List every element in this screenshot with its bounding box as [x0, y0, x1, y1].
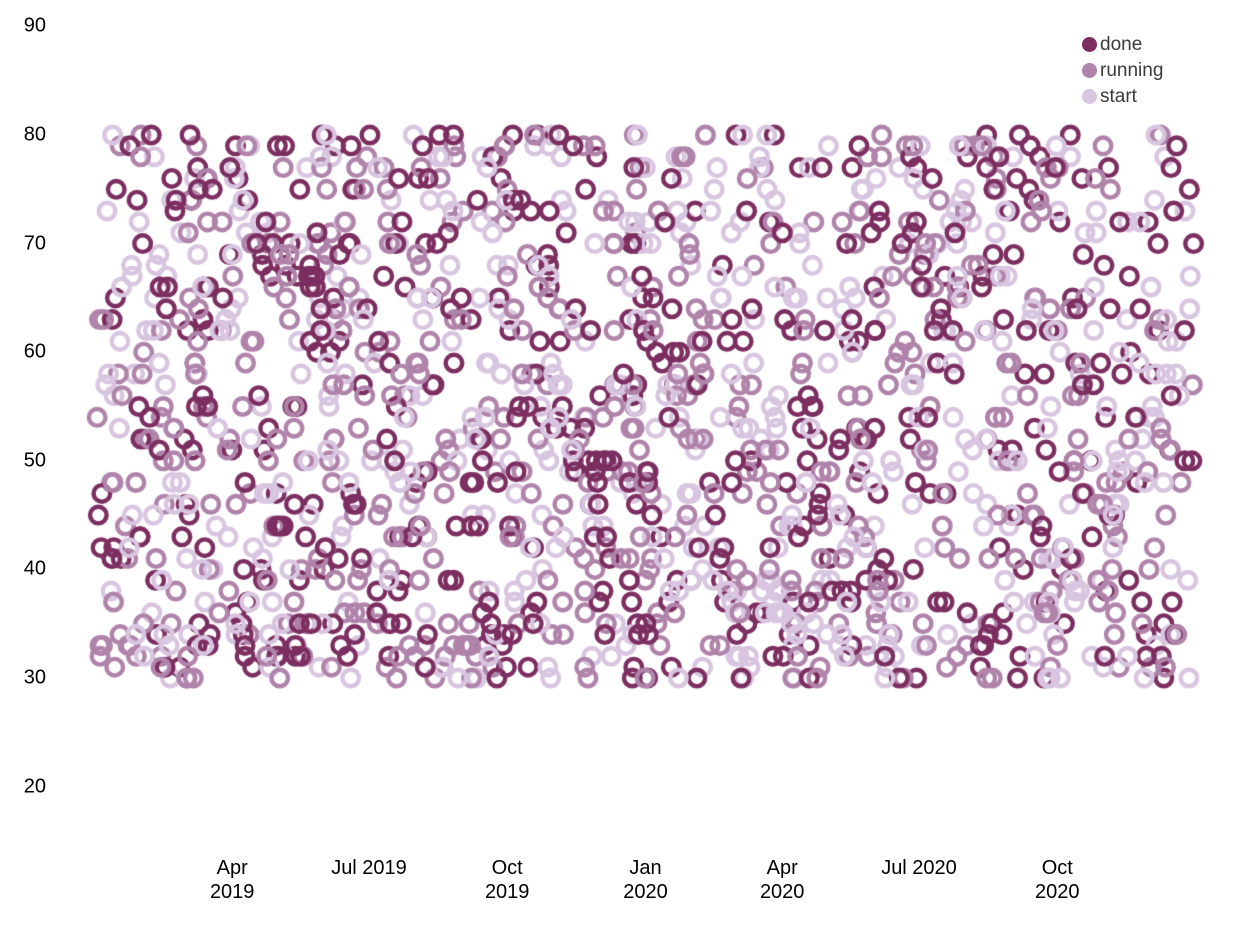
- y-tick-label: 90: [23, 14, 46, 37]
- legend-swatch-running-icon: [1082, 63, 1097, 78]
- x-tick-label: Apr 2020: [759, 857, 805, 903]
- x-tick-label: Jan 2020: [623, 857, 668, 903]
- legend-swatch-start-icon: [1082, 89, 1097, 104]
- legend: done running start: [1082, 33, 1163, 108]
- x-tick-label: Jul 2019: [331, 857, 407, 879]
- y-tick-label: 70: [23, 232, 46, 255]
- y-tick-label: 80: [23, 123, 46, 146]
- legend-swatch-done-icon: [1082, 37, 1097, 52]
- legend-item-start[interactable]: start: [1082, 85, 1163, 108]
- y-tick-label: 30: [23, 666, 46, 689]
- y-tick-label: 40: [23, 557, 46, 580]
- x-tick-label: Apr 2019: [209, 857, 255, 903]
- y-tick-label: 50: [23, 449, 46, 472]
- x-tick-label: Jul 2020: [881, 857, 957, 879]
- x-tick-label: Oct 2019: [484, 857, 530, 903]
- legend-item-running[interactable]: running: [1082, 59, 1163, 82]
- legend-label-running: running: [1100, 60, 1164, 81]
- y-tick-label: 20: [23, 775, 46, 798]
- y-tick-label: 60: [23, 340, 46, 363]
- legend-label-start: start: [1100, 86, 1137, 107]
- x-tick-label: Oct 2020: [1035, 857, 1080, 903]
- legend-item-done[interactable]: done: [1082, 33, 1163, 56]
- legend-label-done: done: [1100, 34, 1143, 55]
